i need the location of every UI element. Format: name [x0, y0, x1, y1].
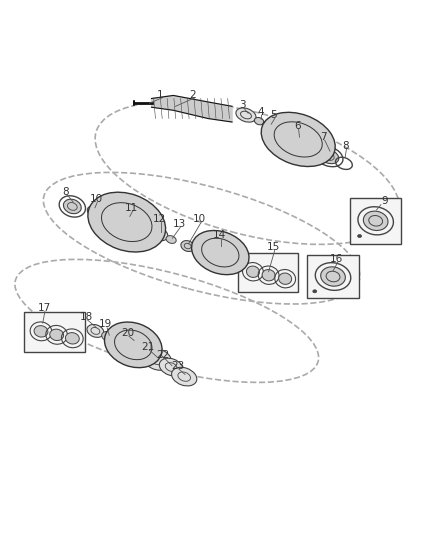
Ellipse shape: [105, 322, 162, 368]
Ellipse shape: [143, 348, 172, 370]
Ellipse shape: [151, 228, 168, 241]
Ellipse shape: [215, 249, 225, 256]
Text: 15: 15: [267, 242, 280, 252]
Text: 10: 10: [90, 195, 103, 205]
Ellipse shape: [318, 149, 339, 164]
Ellipse shape: [128, 341, 138, 349]
Text: 4: 4: [257, 107, 264, 117]
Text: 6: 6: [294, 122, 300, 131]
Text: 11: 11: [124, 203, 138, 213]
Ellipse shape: [262, 270, 275, 281]
Text: 13: 13: [172, 219, 186, 229]
Text: 9: 9: [381, 196, 388, 206]
Ellipse shape: [172, 367, 197, 386]
Ellipse shape: [313, 290, 317, 293]
Ellipse shape: [87, 325, 104, 337]
Ellipse shape: [292, 135, 304, 144]
Ellipse shape: [321, 267, 345, 286]
Ellipse shape: [254, 117, 264, 125]
Ellipse shape: [191, 230, 249, 274]
Ellipse shape: [34, 326, 48, 337]
Ellipse shape: [357, 235, 361, 238]
Text: 2: 2: [190, 90, 196, 100]
Bar: [307, 255, 359, 298]
Text: 19: 19: [99, 319, 113, 329]
Polygon shape: [152, 95, 232, 122]
Text: 22: 22: [157, 350, 170, 360]
Text: 17: 17: [37, 303, 51, 313]
Text: 14: 14: [213, 230, 226, 240]
Ellipse shape: [263, 121, 276, 131]
Ellipse shape: [65, 333, 79, 344]
Ellipse shape: [279, 273, 292, 285]
Ellipse shape: [50, 329, 64, 341]
Ellipse shape: [87, 206, 101, 217]
Text: 10: 10: [193, 214, 206, 224]
Text: 16: 16: [330, 254, 343, 264]
Text: 23: 23: [171, 361, 184, 371]
Text: 3: 3: [239, 100, 245, 110]
Text: 20: 20: [121, 328, 134, 337]
Text: 5: 5: [270, 110, 277, 120]
Bar: [25, 312, 85, 352]
Ellipse shape: [247, 266, 259, 277]
Ellipse shape: [120, 217, 133, 227]
Ellipse shape: [159, 358, 183, 376]
Ellipse shape: [364, 211, 388, 230]
Ellipse shape: [64, 199, 81, 214]
Text: 8: 8: [342, 141, 349, 150]
Text: 1: 1: [157, 90, 163, 100]
Text: 18: 18: [80, 312, 93, 321]
Ellipse shape: [88, 192, 166, 252]
Ellipse shape: [181, 240, 194, 252]
Bar: [350, 198, 401, 244]
Ellipse shape: [102, 332, 115, 342]
Text: 8: 8: [63, 187, 69, 197]
Text: 21: 21: [141, 342, 154, 352]
Text: 7: 7: [320, 132, 327, 142]
Ellipse shape: [236, 108, 256, 122]
Text: 12: 12: [152, 214, 166, 224]
Ellipse shape: [261, 112, 335, 166]
Ellipse shape: [166, 236, 176, 244]
Bar: [238, 253, 298, 292]
